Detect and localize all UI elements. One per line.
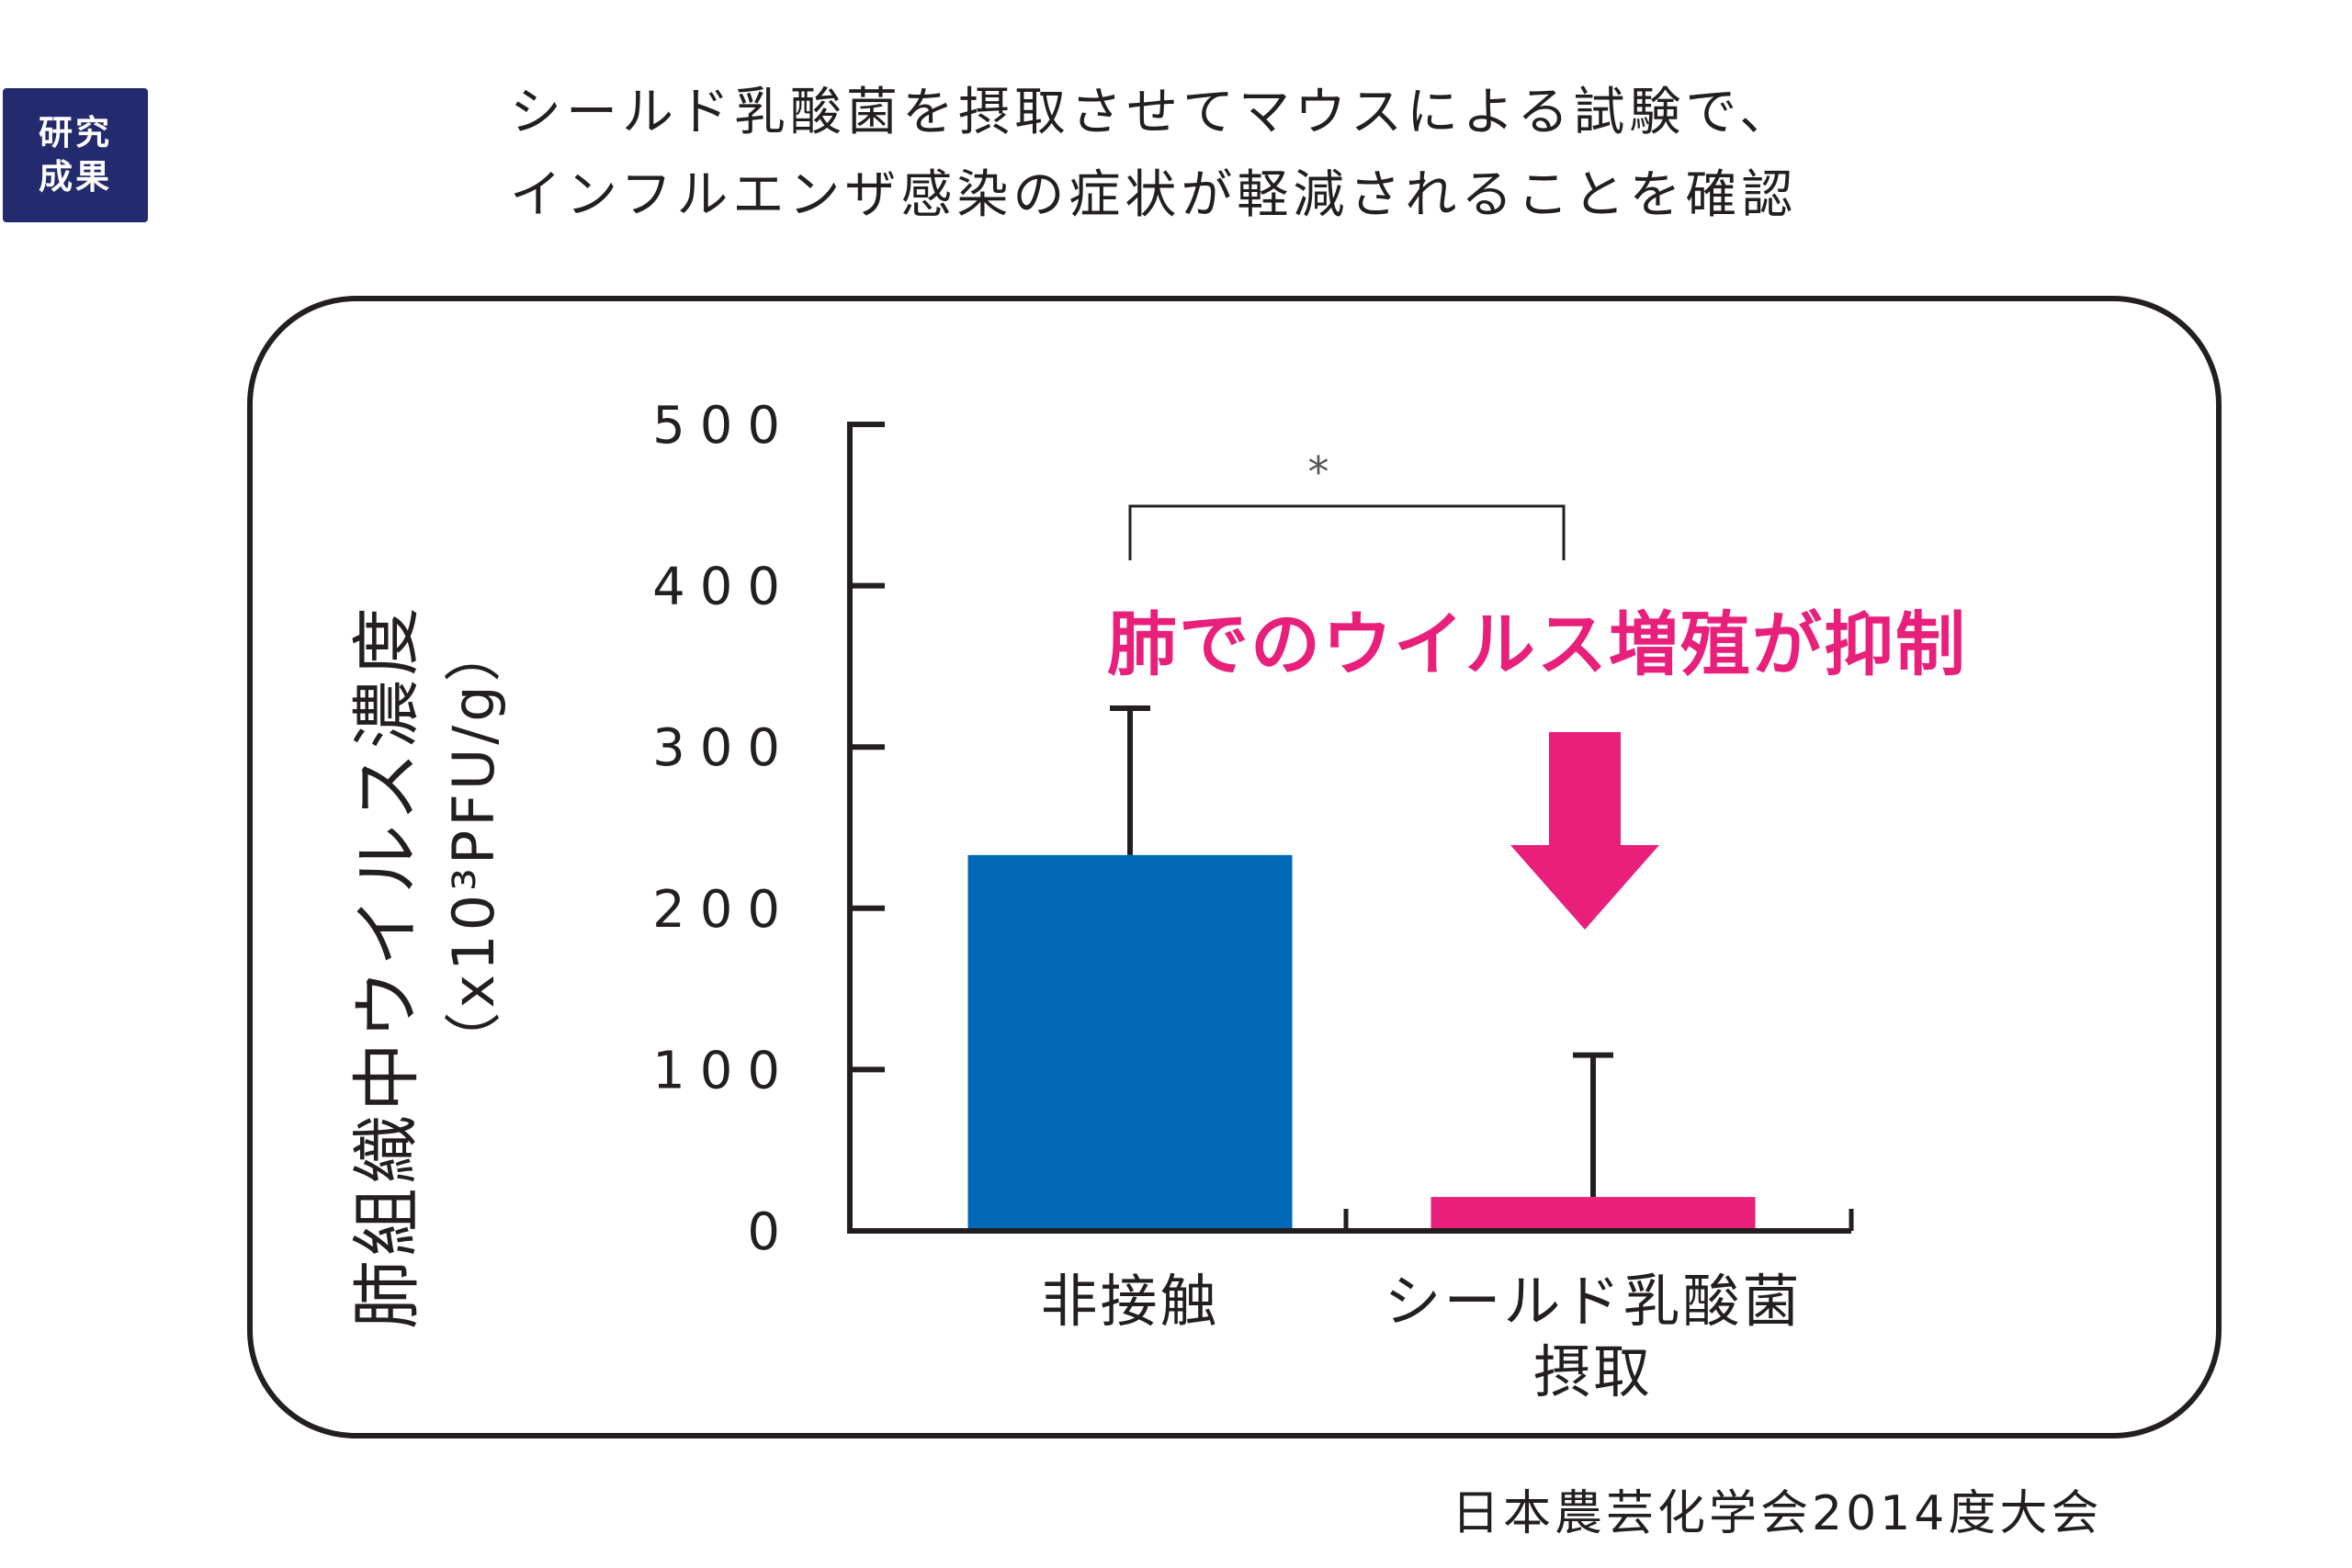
title-line-1: シールド乳酸菌を摂取させてマウスによる試験で、 — [510, 83, 1796, 142]
y-tick-label-500: 500 — [652, 396, 795, 456]
page-title: シールド乳酸菌を摂取させてマウスによる試験で、 インフルエンザ感染の症状が軽減さ… — [510, 72, 1797, 237]
y-axis-title: 肺組織中ウイルス濃度 — [346, 604, 427, 1329]
badge-line-1: 研究 — [39, 113, 112, 152]
badge: 研究 成果 — [3, 88, 148, 222]
significance-bracket — [1128, 504, 1566, 560]
badge-line-2: 成果 — [39, 157, 112, 197]
y-tick-label-300: 300 — [652, 718, 795, 778]
significance-marker: * — [1308, 447, 1329, 497]
y-tick-label-400: 400 — [652, 558, 795, 617]
down-arrow-icon — [1510, 732, 1659, 930]
y-tick-label-100: 100 — [652, 1041, 795, 1100]
x-category-label-2-2: 摂取 — [1533, 1338, 1653, 1405]
y-tick-label-200: 200 — [652, 880, 795, 940]
x-category-label-1-1: 非接触 — [1040, 1268, 1219, 1335]
y-axis-unit: （x10³PFU/g） — [440, 621, 507, 1068]
annotation-text: 肺でのウイルス増殖が抑制 — [1107, 604, 1967, 685]
source-citation: 日本農芸化学会2014度大会 — [1452, 1486, 2103, 1541]
y-tick-label-0: 0 — [747, 1202, 795, 1262]
x-category-label-2-1: シールド乳酸菌 — [1384, 1268, 1802, 1335]
bar-1 — [967, 854, 1293, 1231]
chart-frame — [247, 296, 2222, 1438]
title-line-2: インフルエンザ感染の症状が軽減されることを確認 — [510, 165, 1798, 225]
bar-2 — [1430, 1197, 1756, 1231]
